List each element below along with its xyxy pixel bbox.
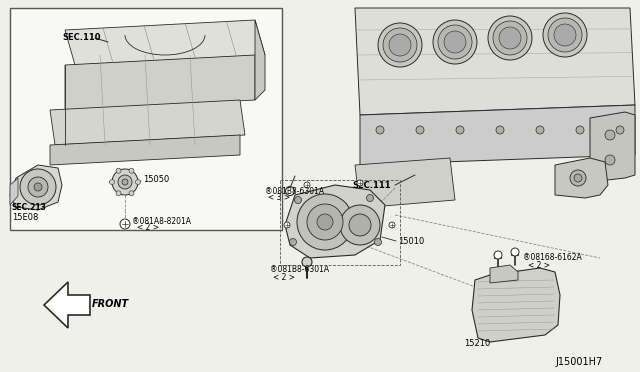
Polygon shape xyxy=(255,20,265,100)
Text: J15001H7: J15001H7 xyxy=(555,357,602,367)
Polygon shape xyxy=(65,20,265,65)
Circle shape xyxy=(494,251,502,259)
Circle shape xyxy=(616,126,624,134)
Text: < 2 >: < 2 > xyxy=(528,260,550,269)
Circle shape xyxy=(438,25,472,59)
Text: 15050: 15050 xyxy=(143,176,169,185)
Circle shape xyxy=(374,238,381,246)
Circle shape xyxy=(34,183,42,191)
Circle shape xyxy=(433,20,477,64)
Polygon shape xyxy=(10,178,18,205)
Circle shape xyxy=(605,130,615,140)
Text: 15010: 15010 xyxy=(398,237,424,247)
Circle shape xyxy=(488,16,532,60)
Circle shape xyxy=(536,126,544,134)
Circle shape xyxy=(304,182,310,188)
Circle shape xyxy=(118,175,132,189)
Bar xyxy=(10,8,282,230)
Circle shape xyxy=(605,155,615,165)
Circle shape xyxy=(302,257,312,267)
Text: ®081B8-6301A: ®081B8-6301A xyxy=(270,266,329,275)
Circle shape xyxy=(493,21,527,55)
Circle shape xyxy=(112,169,138,195)
Polygon shape xyxy=(50,135,240,165)
Text: < 3 >: < 3 > xyxy=(268,193,290,202)
Text: ®081A8-8201A: ®081A8-8201A xyxy=(132,217,191,225)
Text: FRONT: FRONT xyxy=(92,299,129,309)
Circle shape xyxy=(20,169,56,205)
Circle shape xyxy=(116,191,121,196)
Circle shape xyxy=(317,214,333,230)
Circle shape xyxy=(284,222,290,228)
Circle shape xyxy=(136,180,141,185)
Circle shape xyxy=(570,170,586,186)
Polygon shape xyxy=(590,112,635,182)
Circle shape xyxy=(340,205,380,245)
Circle shape xyxy=(416,126,424,134)
Text: 15E08: 15E08 xyxy=(12,212,38,221)
Polygon shape xyxy=(44,282,90,328)
Polygon shape xyxy=(355,8,635,115)
Text: < 2 >: < 2 > xyxy=(137,224,159,232)
Circle shape xyxy=(376,126,384,134)
Polygon shape xyxy=(65,55,255,110)
Circle shape xyxy=(349,214,371,236)
Circle shape xyxy=(389,34,411,56)
Polygon shape xyxy=(10,165,62,210)
Circle shape xyxy=(120,219,130,229)
Polygon shape xyxy=(285,185,385,258)
Circle shape xyxy=(289,238,296,246)
Text: 15210: 15210 xyxy=(464,340,490,349)
Circle shape xyxy=(496,126,504,134)
Polygon shape xyxy=(355,158,455,208)
Circle shape xyxy=(109,180,115,185)
Circle shape xyxy=(548,18,582,52)
Text: SEC.111: SEC.111 xyxy=(352,180,390,189)
Circle shape xyxy=(285,186,294,196)
Text: ®081B8-6301A: ®081B8-6301A xyxy=(265,186,324,196)
Circle shape xyxy=(383,28,417,62)
Circle shape xyxy=(574,174,582,182)
Circle shape xyxy=(367,195,374,202)
Circle shape xyxy=(511,248,519,256)
Circle shape xyxy=(456,126,464,134)
Circle shape xyxy=(307,204,343,240)
Circle shape xyxy=(543,13,587,57)
Circle shape xyxy=(444,31,466,53)
Circle shape xyxy=(129,191,134,196)
Polygon shape xyxy=(50,100,245,145)
Text: SEC.110: SEC.110 xyxy=(62,32,100,42)
Polygon shape xyxy=(360,105,635,165)
Circle shape xyxy=(129,168,134,173)
Circle shape xyxy=(297,194,353,250)
Circle shape xyxy=(122,179,128,185)
Circle shape xyxy=(28,177,48,197)
Polygon shape xyxy=(555,158,608,198)
Circle shape xyxy=(294,196,301,203)
Circle shape xyxy=(389,222,395,228)
Bar xyxy=(280,180,400,265)
Circle shape xyxy=(499,27,521,49)
Text: < 2 >: < 2 > xyxy=(273,273,295,282)
Circle shape xyxy=(378,23,422,67)
Text: ®08168-6162A: ®08168-6162A xyxy=(523,253,582,263)
Circle shape xyxy=(116,168,121,173)
Circle shape xyxy=(554,24,576,46)
Circle shape xyxy=(576,126,584,134)
Circle shape xyxy=(357,180,363,186)
Polygon shape xyxy=(490,265,518,283)
Polygon shape xyxy=(472,268,560,342)
Text: SEC.213: SEC.213 xyxy=(12,203,47,212)
